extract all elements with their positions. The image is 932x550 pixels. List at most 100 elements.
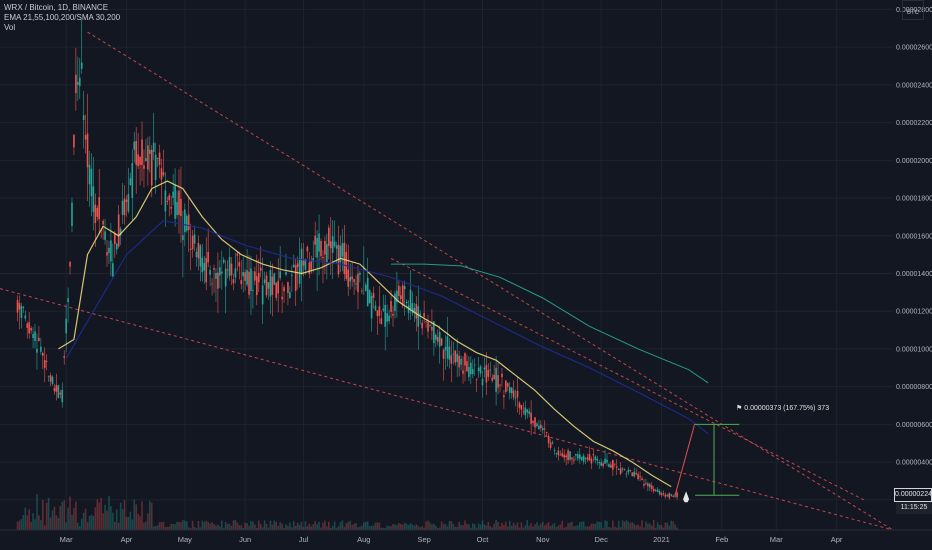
- candle-body: [277, 280, 280, 294]
- volume-bar: [421, 526, 423, 530]
- volume-bar: [82, 512, 85, 530]
- volume-bar: [242, 527, 244, 530]
- volume-bar: [590, 523, 593, 530]
- volume-bar: [401, 524, 404, 530]
- candle-body: [600, 462, 602, 466]
- volume-bar: [207, 521, 209, 530]
- volume-bar: [415, 524, 418, 530]
- volume-bar: [532, 526, 534, 530]
- volume-bar: [569, 522, 571, 530]
- volume-bar: [493, 523, 495, 530]
- volume-bar: [215, 525, 217, 530]
- volume-bar: [668, 525, 671, 530]
- volume-bar: [553, 522, 556, 530]
- price-axis[interactable]: 0.000002000.000004000.000006000.00000800…: [893, 0, 932, 550]
- volume-bar: [314, 521, 316, 530]
- volume-bar: [621, 520, 624, 530]
- candle-body: [45, 360, 48, 362]
- volume-bar: [88, 515, 91, 530]
- volume-bar: [450, 521, 453, 530]
- candle-body: [335, 245, 338, 249]
- volume-bar: [629, 523, 632, 530]
- candle-body: [427, 321, 429, 332]
- volume-bar: [178, 521, 180, 530]
- x-tick-label: May: [178, 535, 192, 544]
- candle-body: [623, 469, 626, 471]
- candle-body: [359, 272, 361, 275]
- volume-bar: [275, 521, 278, 530]
- candle-body: [532, 420, 534, 423]
- candle-body: [187, 214, 190, 231]
- volume-bar: [248, 525, 250, 530]
- candle-body: [273, 273, 276, 285]
- candle-body: [341, 243, 344, 257]
- candle-body: [481, 378, 484, 386]
- volume-bar: [577, 525, 579, 530]
- candle-body: [462, 370, 464, 374]
- candle-body: [343, 242, 346, 275]
- candle-body: [458, 355, 460, 368]
- symbol-title[interactable]: WRX / Bitcoin, 1D, BINANCE: [4, 3, 109, 12]
- volume-bar: [399, 523, 402, 530]
- candle-body: [102, 220, 104, 225]
- volume-bar: [73, 508, 75, 530]
- candle-body: [588, 454, 591, 461]
- indicator-legend[interactable]: EMA 21,55,100,200/SMA 30,200: [4, 13, 121, 22]
- candle-body: [617, 468, 620, 470]
- candle-body: [656, 489, 659, 492]
- candle-body: [419, 313, 422, 316]
- volume-bar: [257, 520, 260, 530]
- volume-bar: [281, 523, 283, 530]
- volume-bar: [152, 526, 155, 530]
- volume-bar: [372, 525, 375, 530]
- candle-body: [460, 358, 462, 365]
- volume-bar: [326, 526, 328, 530]
- candle-body: [518, 402, 521, 408]
- volume-bar: [84, 508, 87, 530]
- volume-bar: [436, 527, 439, 530]
- candle-body: [582, 455, 585, 462]
- volume-bar: [446, 526, 449, 530]
- volume-bar: [610, 527, 612, 530]
- volume-bar: [650, 525, 653, 530]
- candle-body: [606, 459, 608, 463]
- candle-body: [547, 435, 550, 444]
- candle-body: [248, 271, 250, 295]
- volume-legend[interactable]: Vol: [4, 23, 16, 32]
- volume-bar: [22, 515, 25, 530]
- candle-body: [310, 261, 313, 270]
- volume-bar: [28, 509, 30, 530]
- candle-body: [246, 270, 248, 285]
- candle-body: [596, 458, 599, 461]
- candle-body: [571, 457, 573, 460]
- volume-bar: [59, 505, 62, 530]
- candle-body: [413, 308, 416, 313]
- volume-bar: [18, 520, 21, 530]
- candle-body: [16, 300, 19, 313]
- volume-bar: [127, 516, 130, 530]
- volume-bar: [438, 527, 441, 530]
- candle-body: [259, 267, 262, 271]
- volume-bar: [20, 519, 23, 530]
- volume-bar: [364, 521, 367, 530]
- candle-body: [121, 200, 124, 215]
- volume-bar: [193, 527, 196, 530]
- volume-bar: [475, 527, 478, 530]
- candle-body: [608, 464, 610, 468]
- volume-bar: [592, 523, 595, 530]
- candle-body: [32, 333, 34, 338]
- volume-bar: [542, 521, 544, 530]
- volume-bar: [464, 520, 466, 530]
- volume-bar: [108, 495, 110, 530]
- volume-bar: [565, 526, 567, 530]
- volume-bar: [291, 527, 293, 530]
- candle-body: [158, 152, 161, 165]
- time-axis[interactable]: Mar Apr May Jun Jul Aug Sep Oct Nov Dec 2021 Feb Mar…: [0, 529, 932, 544]
- volume-bar: [518, 527, 521, 530]
- candle-body: [220, 271, 223, 274]
- candle-body: [364, 284, 367, 291]
- volume-bar: [300, 521, 303, 530]
- candle-body: [143, 165, 145, 169]
- volume-bar: [643, 527, 645, 530]
